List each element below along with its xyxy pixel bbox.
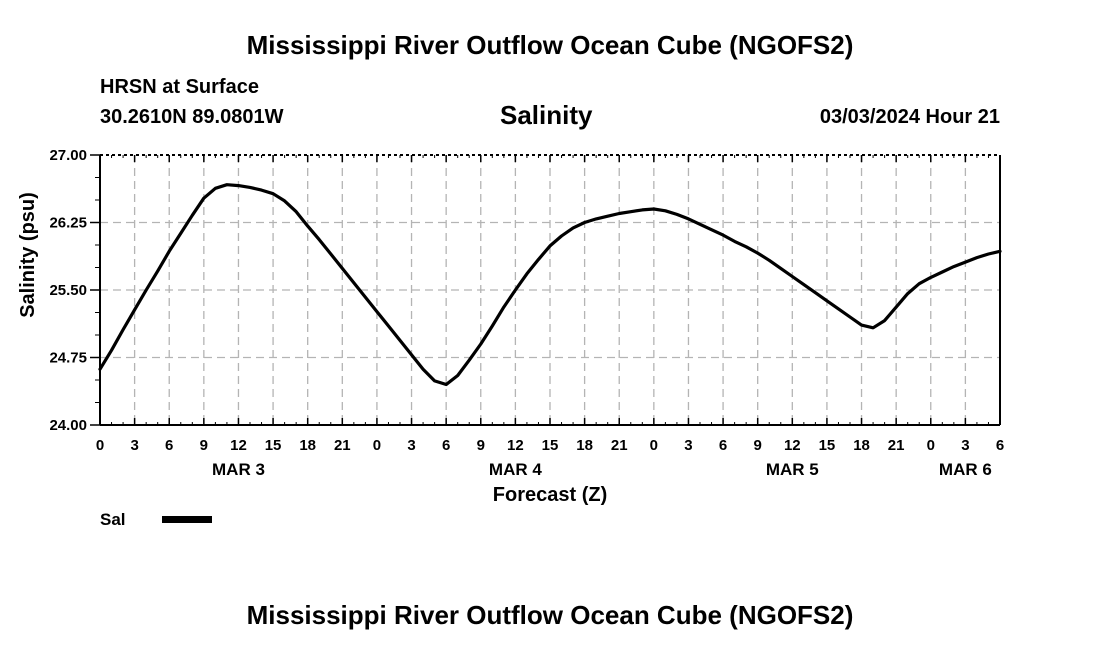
- x-axis-label: Forecast (Z): [493, 484, 607, 506]
- x-tick-label: 0: [650, 437, 658, 454]
- x-tick-label: 3: [130, 437, 138, 454]
- x-tick-label: 15: [819, 437, 836, 454]
- forecast-timestamp: 03/03/2024 Hour 21: [819, 106, 1000, 128]
- series-line-salinity: [98, 183, 1002, 387]
- x-tick-label: 15: [265, 437, 282, 454]
- x-tick-label: 3: [407, 437, 415, 454]
- x-tick-label: 3: [961, 437, 969, 454]
- x-tick-label: 21: [611, 437, 628, 454]
- x-tick-label: 21: [888, 437, 905, 454]
- chart-subtitle: Salinity: [500, 100, 593, 130]
- x-tick-label: 0: [373, 437, 381, 454]
- x-tick-label: 3: [684, 437, 692, 454]
- x-tick-label: 18: [853, 437, 870, 454]
- series-group: [98, 183, 1002, 387]
- x-tick-label: 0: [927, 437, 935, 454]
- x-tick-label: 18: [576, 437, 593, 454]
- y-tick-label: 24.75: [49, 350, 87, 367]
- legend-label: Sal: [100, 510, 126, 529]
- x-day-label: MAR 4: [489, 460, 542, 479]
- x-tick-label: 9: [200, 437, 208, 454]
- x-tick-label: 12: [230, 437, 247, 454]
- x-tick-label: 15: [542, 437, 559, 454]
- x-tick-label: 6: [442, 437, 450, 454]
- x-tick-label: 9: [754, 437, 762, 454]
- grid-lines: [100, 155, 1000, 425]
- x-tick-label: 9: [477, 437, 485, 454]
- x-tick-label: 12: [784, 437, 801, 454]
- axes: 0 3 6 9 12 15 18 21 0 3 6 9 12 15 18 21 0 3 6 9 12 15 18 21 0 3 6 2…: [49, 147, 1004, 479]
- y-axis-label: Salinity (psu): [17, 192, 39, 318]
- y-tick-label: 26.25: [49, 215, 87, 232]
- legend-line-swatch: [162, 516, 212, 523]
- x-tick-label: 18: [299, 437, 316, 454]
- y-tick-label: 24.00: [49, 417, 87, 434]
- x-tick-label: 6: [996, 437, 1004, 454]
- station-label: HRSN at Surface: [100, 76, 259, 98]
- x-tick-label: 6: [719, 437, 727, 454]
- x-tick-label: 6: [165, 437, 173, 454]
- x-tick-label: 0: [96, 437, 104, 454]
- footer-title: Mississippi River Outflow Ocean Cube (NG…: [246, 600, 854, 630]
- chart-main-title: Mississippi River Outflow Ocean Cube (NG…: [246, 30, 854, 60]
- x-day-label: MAR 5: [766, 460, 819, 479]
- x-day-label: MAR 6: [939, 460, 992, 479]
- y-tick-label: 27.00: [49, 147, 87, 164]
- station-coordinates: 30.2610N 89.0801W: [100, 106, 284, 128]
- x-tick-label: 12: [507, 437, 524, 454]
- x-tick-label: 21: [334, 437, 351, 454]
- y-tick-label: 25.50: [49, 282, 87, 299]
- x-day-label: MAR 3: [212, 460, 265, 479]
